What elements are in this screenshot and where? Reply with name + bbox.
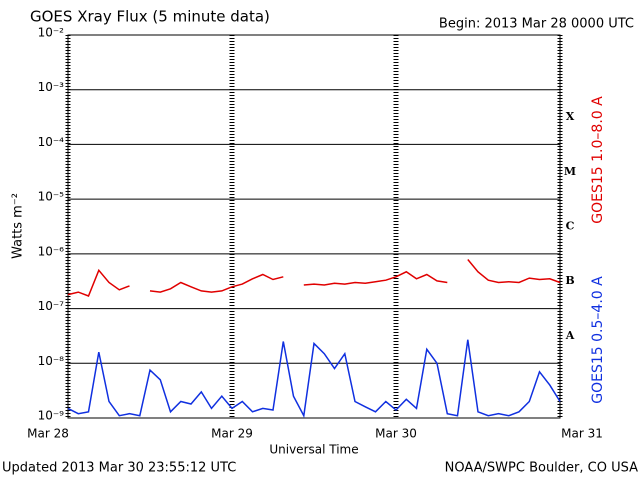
x-tick-label: Mar 28 (27, 427, 69, 441)
x-tick-label: Mar 30 (375, 427, 417, 441)
y-tick-label: 10⁻⁸ (38, 354, 65, 368)
flare-class-label: X (566, 110, 575, 123)
legend-label: GOES15 0.5–4.0 A (590, 276, 606, 404)
y-tick-label: 10⁻⁹ (38, 409, 65, 423)
series-line (67, 339, 561, 419)
x-tick-label: Mar 29 (211, 427, 253, 441)
y-tick-label: 10⁻² (38, 26, 65, 40)
flare-class-label: C (566, 220, 575, 233)
series-line (67, 259, 561, 297)
chart-title: GOES Xray Flux (5 minute data) (30, 8, 270, 26)
footer-right: NOAA/SWPC Boulder, CO USA (445, 461, 638, 476)
footer-left: Updated 2013 Mar 30 23:55:12 UTC (2, 461, 236, 476)
flare-class-label: A (565, 329, 575, 342)
y-tick-label: 10⁻³ (38, 80, 65, 94)
chart-subtitle: Begin: 2013 Mar 28 0000 UTC (439, 17, 634, 32)
y-tick-label: 10⁻⁵ (38, 190, 65, 204)
y-tick-label: 10⁻⁶ (38, 244, 65, 258)
flare-class-label: B (565, 274, 574, 287)
plot-frame (67, 34, 561, 419)
legend-label: GOES15 1.0–8.0 A (590, 96, 606, 224)
y-tick-label: 10⁻⁴ (38, 135, 65, 149)
x-tick-label: Mar 31 (561, 427, 603, 441)
y-axis-label: Watts m⁻² (11, 193, 26, 259)
y-tick-label: 10⁻⁷ (38, 299, 65, 313)
x-axis-label: Universal Time (269, 443, 358, 457)
flare-class-label: M (564, 165, 576, 178)
